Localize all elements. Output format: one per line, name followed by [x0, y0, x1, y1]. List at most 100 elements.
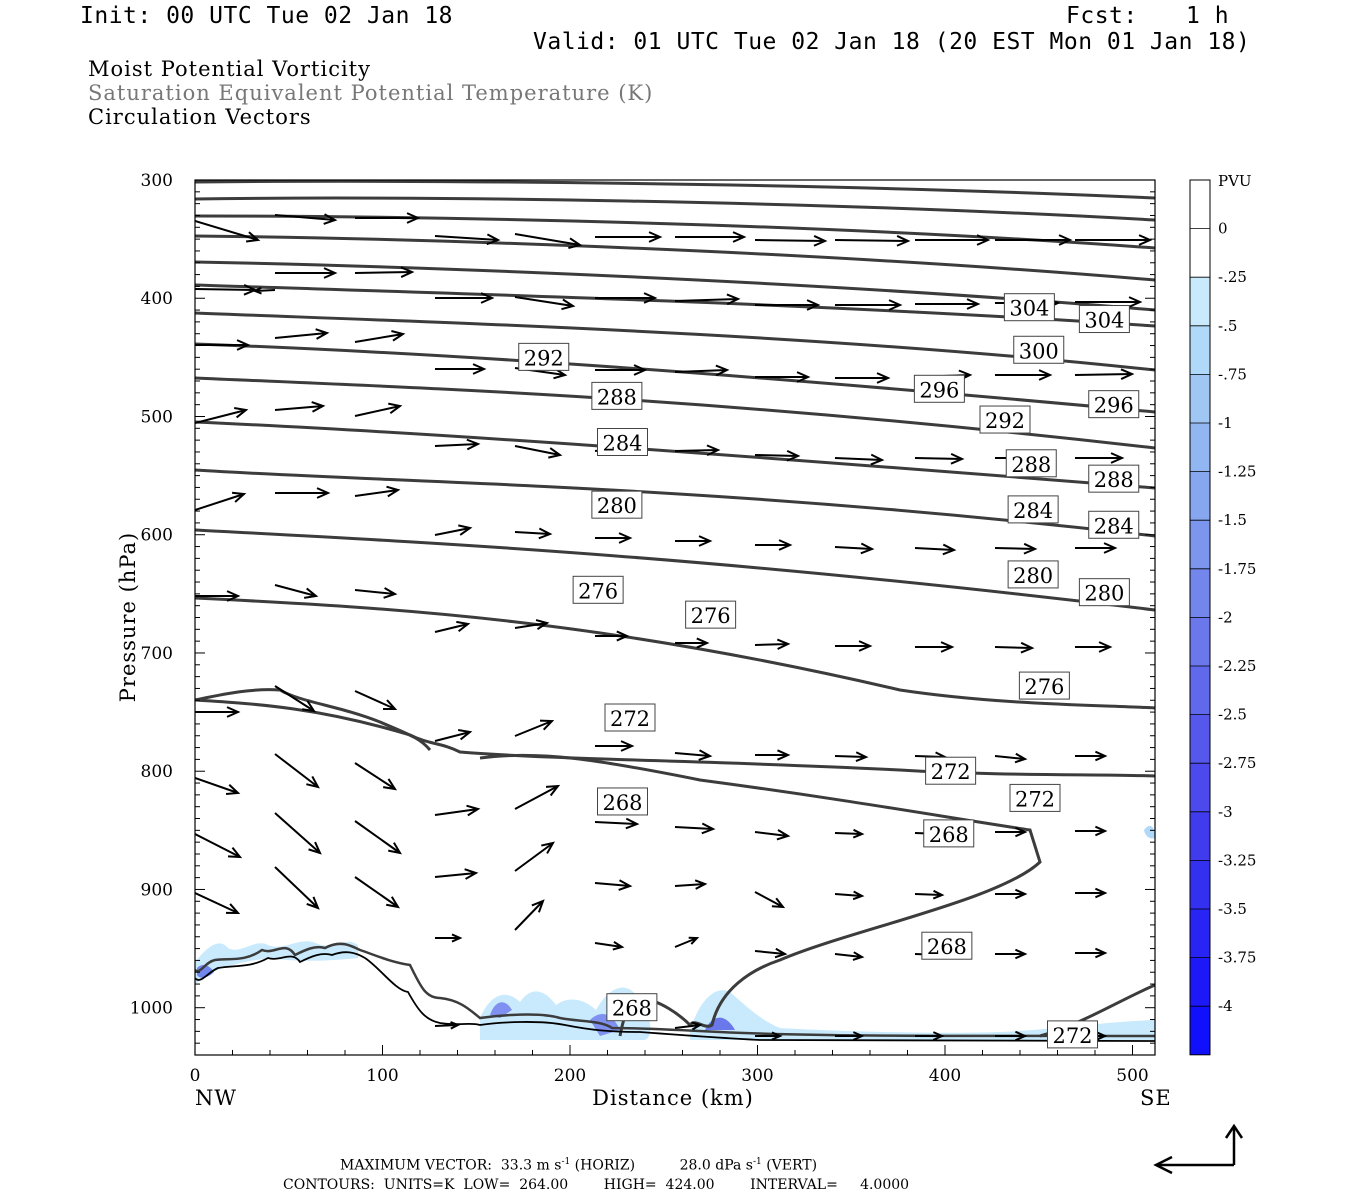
- circulation-vector: [354, 690, 398, 711]
- circulation-vector: [1075, 296, 1143, 308]
- contour-line: [195, 688, 432, 751]
- circulation-vector: [354, 762, 398, 791]
- contour-label: 268: [929, 823, 969, 847]
- axes: 0 100 200 300 400 500 300 400 500 600 700 800 900 100…: [130, 171, 1155, 1086]
- horiz-exponent: -1: [561, 1157, 571, 1167]
- contour-label-box: [913, 374, 965, 403]
- y-tick-label: 1000: [130, 999, 173, 1019]
- circulation-vector: [434, 524, 473, 536]
- circulation-vector: [1075, 542, 1118, 554]
- circulation-vector: [915, 298, 981, 310]
- circulation-vector: [595, 532, 633, 544]
- contour-label: 268: [602, 791, 642, 815]
- contour-label: 304: [1084, 309, 1124, 333]
- circulation-vector: [835, 640, 873, 652]
- contour-line: [195, 180, 1155, 200]
- circulation-vector: [754, 829, 791, 841]
- circulation-vector: [1075, 825, 1108, 837]
- vert-suffix: (VERT): [766, 1157, 818, 1174]
- circulation-vector: [755, 749, 791, 761]
- circulation-vector: [834, 453, 885, 466]
- circulation-vector: [434, 438, 481, 451]
- circulation-vector: [274, 685, 317, 713]
- colorbar-tick-label: -1: [1218, 414, 1233, 432]
- contour-label: 292: [524, 346, 564, 370]
- circulation-vector: [755, 539, 793, 551]
- contour-label: 284: [602, 432, 642, 456]
- y-tick-label: 300: [141, 171, 173, 191]
- circulation-vector: [995, 826, 1028, 838]
- vert-exponent: -1: [752, 1157, 762, 1167]
- circulation-vector: [274, 584, 319, 599]
- pv-shade-west: [195, 941, 358, 985]
- colorbar-swatch: [1190, 277, 1210, 326]
- circulation-vector: [914, 543, 957, 556]
- circulation-vector: [274, 866, 320, 910]
- x-tick-label: 400: [929, 1066, 961, 1086]
- colorbar-swatch: [1190, 763, 1210, 812]
- circulation-vector: [354, 876, 401, 909]
- x-tick-label: 200: [554, 1066, 586, 1086]
- circulation-vector: [514, 784, 561, 810]
- pv-shade-mid-dark: [490, 1002, 620, 1036]
- colorbar-tick-label: 0: [1218, 220, 1228, 238]
- circulation-vector: [994, 752, 1028, 764]
- circulation-vector: [1075, 887, 1108, 899]
- contour-label: 288: [1011, 453, 1051, 477]
- circulation-vector: [914, 889, 945, 900]
- colorbar-tick-label: -2.5: [1218, 706, 1247, 724]
- contours-info: CONTOURS: UNITS=K LOW= 264.00 HIGH= 424.…: [283, 1177, 910, 1193]
- circulation-vector: [995, 948, 1028, 960]
- circulation-vector: [514, 233, 583, 249]
- terrain-upper: [195, 942, 1155, 1038]
- contour-label-box: [572, 575, 624, 604]
- pv-colorbar: PVU 0 -.25 -.5 -.75 -1 -1.25 -1.5 -1.75 -2 -2.25 -2…: [1189, 172, 1256, 1056]
- colorbar-swatch: [1190, 617, 1210, 666]
- circulation-vector: [754, 947, 788, 959]
- circulation-vector: [675, 637, 710, 649]
- circulation-vector: [195, 220, 261, 243]
- init-time: Init: 00 UTC Tue 02 Jan 18: [80, 3, 454, 29]
- x-tick-label: 0: [190, 1066, 201, 1086]
- colorbar-tick-label: -3.5: [1218, 900, 1247, 918]
- circulation-vector: [434, 233, 501, 246]
- colorbar-tick-label: -.75: [1218, 365, 1247, 383]
- contour-label: 272: [1015, 787, 1055, 811]
- circulation-vector: [514, 619, 550, 631]
- contour-label-box: [591, 381, 643, 410]
- colorbar-swatch: [1190, 811, 1210, 861]
- contour-labels: 304 304 300 296 296 292 292 288 288 288 284 284 284 2…: [518, 293, 1140, 1049]
- circulation-vector: [195, 833, 243, 859]
- colorbar-tick-label: -3.75: [1218, 949, 1256, 967]
- max-vector-label: MAXIMUM VECTOR:: [340, 1157, 492, 1174]
- colorbar-tick-label: -2.25: [1218, 657, 1256, 675]
- contour-label: 276: [578, 579, 618, 603]
- max-vector-vert: 28.0 dPa s: [679, 1157, 753, 1174]
- circulation-vector: [1075, 947, 1108, 959]
- colorbar-tick-label: -2.75: [1218, 754, 1256, 772]
- circulation-vector: [514, 296, 576, 311]
- circulation-vector: [595, 740, 635, 752]
- contour-label-box: [925, 756, 977, 785]
- circulation-vector: [434, 868, 479, 880]
- contour-label-box: [606, 993, 658, 1022]
- colorbar-tick-label: -3.25: [1218, 851, 1256, 869]
- forecast-label: Fcst:: [1066, 3, 1138, 29]
- contour-label-box: [518, 342, 570, 371]
- contour-label-box: [1005, 449, 1057, 478]
- x-tick-label: 500: [1116, 1066, 1148, 1086]
- circulation-vector: [834, 235, 911, 247]
- colorbar-tick-label: -.25: [1218, 268, 1247, 286]
- contour-line: [195, 528, 1155, 612]
- circulation-vector: [195, 590, 241, 602]
- circulation-vector: [835, 372, 891, 384]
- circulation-vector: [995, 234, 1073, 246]
- circulation-vector: [834, 751, 869, 763]
- colorbar-tick-label: -3: [1218, 803, 1233, 821]
- circulation-vector: [274, 213, 338, 225]
- colorbar-swatch: [1190, 909, 1210, 958]
- circulation-vector: [755, 299, 821, 311]
- circulation-vector: [354, 820, 402, 855]
- title-theta-es: Saturation Equivalent Potential Temperat…: [88, 81, 654, 105]
- contour-label: 284: [1013, 499, 1053, 523]
